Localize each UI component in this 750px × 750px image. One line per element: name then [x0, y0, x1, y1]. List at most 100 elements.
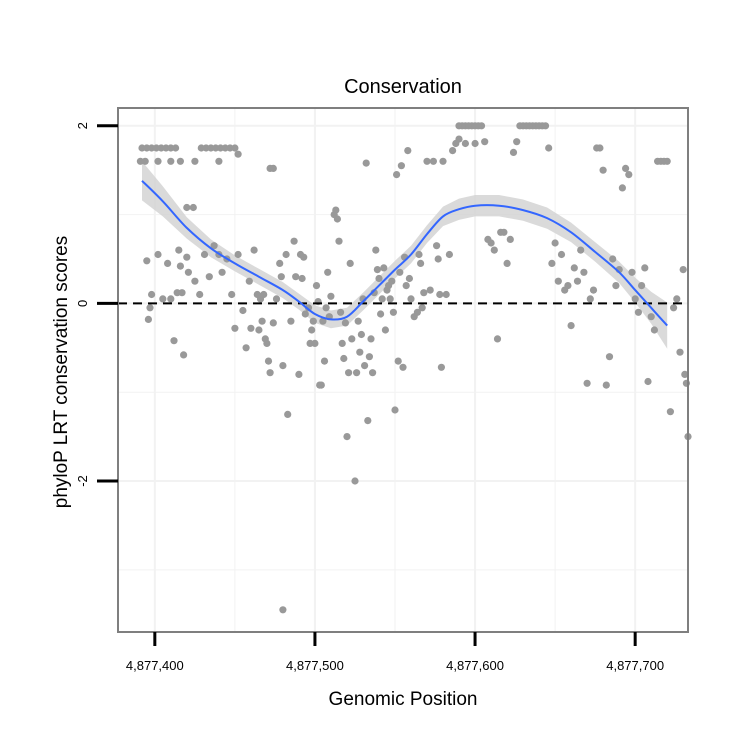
data-point	[506, 235, 514, 243]
data-point	[570, 264, 578, 272]
y-tick-label: 0	[75, 300, 90, 307]
data-point	[402, 282, 410, 290]
data-point	[641, 264, 649, 272]
data-point	[481, 138, 489, 146]
data-point	[618, 184, 627, 192]
data-point	[338, 339, 346, 347]
data-point	[340, 354, 348, 363]
data-point	[304, 304, 313, 312]
data-point	[266, 369, 274, 377]
data-point	[333, 215, 341, 223]
data-point	[638, 282, 646, 290]
data-point	[228, 290, 236, 299]
data-point	[580, 268, 588, 276]
data-point	[500, 228, 508, 236]
data-point	[231, 324, 239, 332]
data-point	[269, 164, 277, 172]
data-point	[609, 255, 617, 263]
data-point	[373, 266, 381, 274]
chart-title: Conservation	[344, 76, 462, 98]
data-point	[679, 266, 687, 274]
data-point	[279, 362, 287, 370]
panel-border	[117, 107, 689, 633]
data-point	[362, 159, 370, 167]
data-point	[255, 326, 263, 334]
data-point	[337, 308, 345, 316]
scatter-points	[136, 122, 692, 614]
data-point	[676, 348, 684, 356]
x-tick-label: 4,877,700	[606, 658, 664, 673]
data-point	[264, 357, 273, 365]
data-point	[487, 239, 495, 247]
data-point	[650, 326, 659, 334]
data-point	[184, 268, 192, 276]
data-point	[631, 295, 639, 303]
data-point	[322, 304, 330, 312]
data-point	[258, 317, 266, 325]
data-point	[284, 410, 292, 418]
data-point	[628, 268, 636, 276]
data-point	[393, 171, 401, 179]
data-point	[375, 274, 383, 283]
y-tick-label: 2	[75, 122, 90, 129]
data-point	[461, 139, 469, 148]
data-point	[423, 157, 431, 165]
data-point	[234, 250, 242, 259]
data-point	[183, 203, 191, 212]
data-point	[356, 348, 364, 356]
data-point	[367, 335, 375, 343]
data-point	[335, 237, 343, 245]
data-point	[354, 317, 362, 325]
data-point	[295, 370, 303, 378]
data-point	[167, 295, 175, 303]
data-point	[437, 363, 445, 371]
data-point	[191, 277, 199, 285]
data-point	[141, 157, 149, 165]
data-point	[369, 369, 377, 377]
data-point	[372, 246, 380, 254]
smooth-trend-line	[141, 180, 668, 327]
data-point	[557, 250, 566, 259]
data-point	[551, 239, 559, 247]
data-point	[573, 277, 582, 285]
data-point	[183, 253, 191, 261]
data-point	[493, 335, 502, 343]
y-axis-label: phyloP LRT conservation scores	[51, 236, 72, 509]
data-point	[210, 242, 218, 250]
data-point	[599, 166, 607, 174]
data-point	[320, 357, 329, 365]
data-point	[282, 250, 290, 259]
data-point	[477, 122, 486, 130]
data-point	[389, 308, 397, 316]
data-point	[405, 274, 413, 283]
data-point	[231, 144, 239, 152]
data-point	[309, 317, 317, 325]
data-point	[541, 122, 550, 130]
data-point	[196, 290, 204, 299]
data-point	[426, 286, 434, 294]
data-point	[164, 259, 172, 267]
data-point	[189, 203, 197, 212]
data-point	[583, 379, 591, 387]
data-point	[332, 206, 340, 214]
data-point	[292, 273, 300, 281]
data-point	[319, 317, 327, 325]
data-point	[586, 295, 594, 303]
data-point	[287, 317, 295, 325]
data-point	[308, 326, 316, 334]
data-point	[394, 357, 402, 365]
data-point	[407, 295, 415, 303]
data-point	[415, 250, 423, 259]
data-point	[242, 344, 250, 352]
data-point	[439, 157, 447, 165]
data-point	[205, 273, 213, 281]
data-point	[148, 290, 156, 299]
data-point	[277, 273, 285, 281]
x-tick-label: 4,877,400	[126, 658, 184, 673]
data-point	[442, 290, 450, 299]
data-point	[509, 148, 518, 156]
data-point	[301, 310, 309, 318]
data-point	[434, 255, 442, 263]
data-point	[269, 319, 277, 327]
